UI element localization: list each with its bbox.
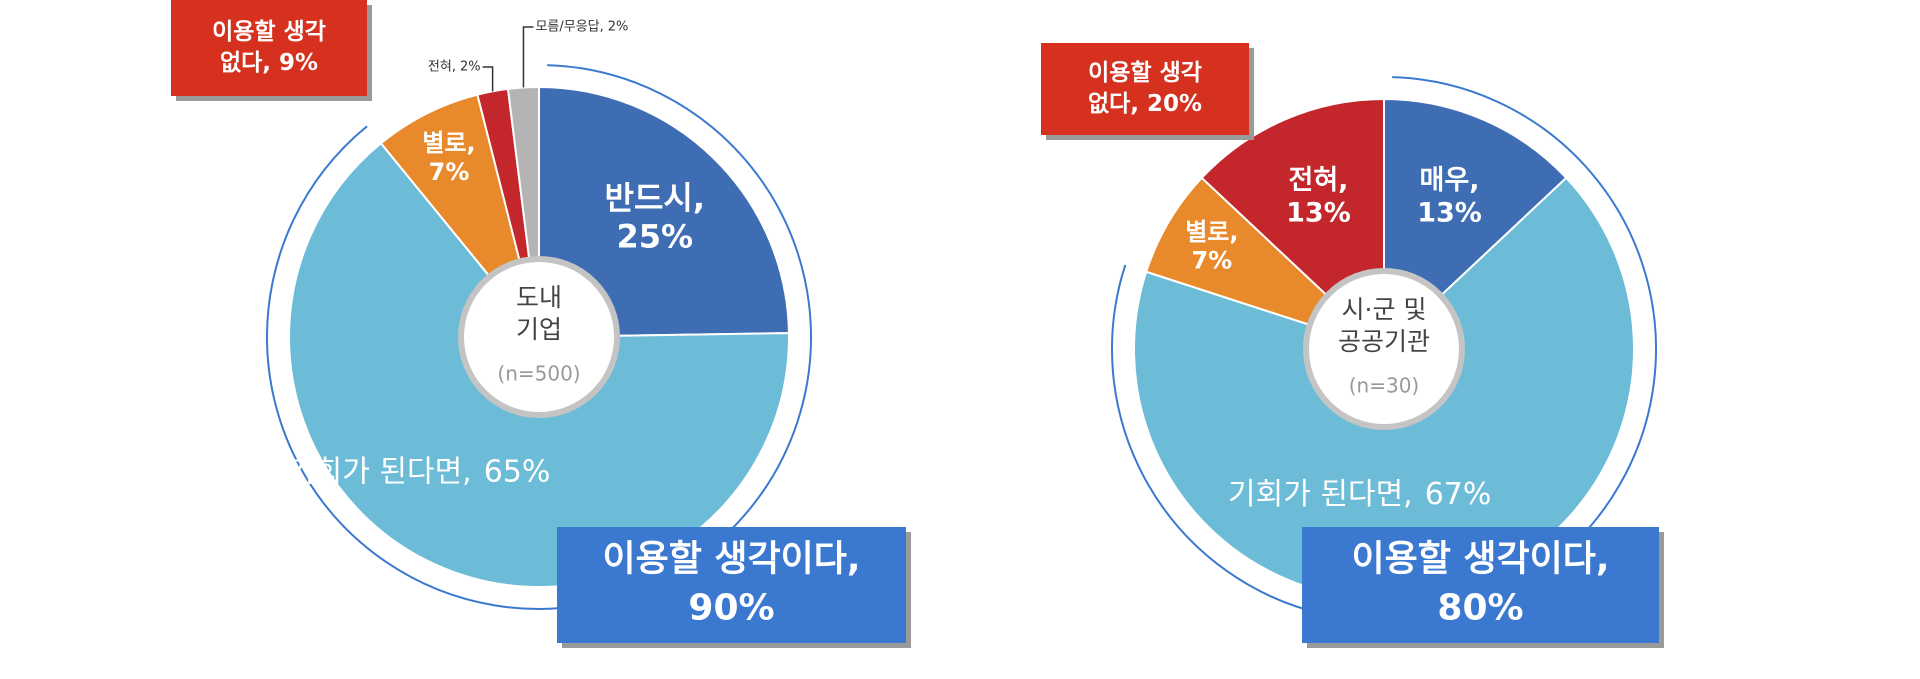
annotation-text: 없다, 9%: [220, 50, 318, 76]
center-label: 도내: [516, 283, 562, 312]
center-label: 기업: [516, 315, 562, 344]
annotation-text: 80%: [1437, 587, 1523, 628]
value-label: 7%: [1191, 247, 1232, 275]
value-label: 13%: [1417, 197, 1482, 228]
annotation-text: 이용할 생각이다,: [1351, 539, 1609, 580]
annotation-box: [557, 527, 906, 643]
annotation-text: 없다, 20%: [1088, 91, 1202, 117]
value-label: 25%: [616, 218, 693, 256]
annotation-box: [1041, 43, 1249, 135]
center-label: 공공기관: [1338, 327, 1430, 356]
annotation-box: [171, 0, 367, 96]
annotation-text: 90%: [688, 587, 774, 628]
center-ring: [1303, 268, 1465, 430]
slice-label: 전혀,: [1289, 165, 1349, 196]
leader-line: [482, 66, 494, 92]
value-label: 67%: [1425, 477, 1492, 512]
value-label: 2%: [608, 20, 629, 35]
annotation-box: [1302, 527, 1659, 643]
annotation-text: 이용할 생각: [212, 19, 326, 45]
slice-label: 반드시,: [605, 179, 705, 217]
slice-label: 기회가 된다면,: [1228, 477, 1413, 512]
annotation-text: 이용할 생각이다,: [602, 539, 860, 580]
center-ring: [458, 256, 620, 418]
value-label: 65%: [484, 455, 551, 490]
slice-label: 별로,: [1185, 218, 1238, 246]
value-label: 13%: [1286, 197, 1351, 228]
annotation-text: 이용할 생각: [1088, 60, 1202, 86]
value-label: 2%: [460, 60, 481, 75]
slice-label: 모름/무응답,: [535, 20, 603, 35]
value-label: 7%: [429, 158, 470, 186]
center-label: 시·군 및: [1342, 295, 1427, 324]
slice: [538, 85, 790, 339]
slice-label: 매우,: [1420, 165, 1480, 196]
slice-label: 별로,: [422, 129, 475, 157]
center-note: (n=30): [1349, 374, 1420, 398]
slice-label: 기회가 된다면,: [287, 455, 472, 490]
leader-line: [522, 26, 534, 88]
center-note: (n=500): [497, 362, 580, 386]
slice-label: 전혀,: [428, 60, 456, 75]
